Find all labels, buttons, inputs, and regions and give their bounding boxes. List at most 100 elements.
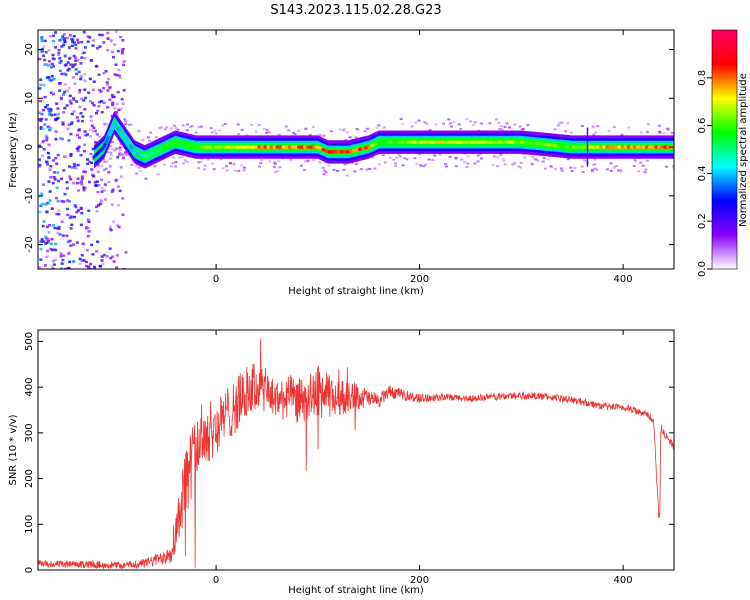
snr-frame (37, 329, 675, 571)
noise-cell (90, 243, 94, 247)
noise-cell (97, 204, 101, 207)
noise-cell (56, 227, 60, 230)
halo-cell (239, 164, 243, 167)
noise-cell (45, 225, 49, 229)
noise-cell (43, 39, 47, 43)
noise-cell (98, 88, 102, 92)
noise-cell (80, 175, 84, 178)
noise-cell (112, 260, 116, 263)
halo-cell (452, 120, 456, 123)
snr-line (38, 338, 674, 570)
noise-cell (109, 256, 113, 260)
noise-cell (38, 165, 42, 169)
spectrogram-x-tick-label: 200 (410, 274, 429, 285)
noise-cell (42, 108, 45, 112)
noise-cell (46, 103, 49, 107)
snr-panel: 0 100 200 300 400 500 0 200 400 Height of strai… (8, 329, 675, 596)
halo-cell (338, 128, 342, 131)
halo-cell (670, 131, 674, 134)
noise-cell (45, 201, 49, 205)
noise-cell (63, 106, 67, 110)
halo-cell (312, 159, 315, 162)
noise-cell (118, 146, 122, 149)
noise-cell (57, 51, 61, 55)
noise-cell (70, 166, 74, 169)
noise-cell (114, 63, 118, 66)
noise-cell (52, 78, 56, 81)
noise-cell (49, 242, 53, 245)
halo-cell (593, 158, 597, 161)
noise-cell (87, 230, 91, 233)
noise-cell (65, 234, 69, 238)
noise-cell (72, 41, 76, 44)
halo-cell (322, 169, 326, 172)
halo-cell (541, 160, 545, 163)
halo-cell (665, 165, 669, 168)
noise-cell (105, 81, 109, 84)
noise-cell (124, 251, 128, 254)
noise-cell (69, 132, 73, 136)
halo-cell (619, 168, 622, 171)
noise-cell (44, 134, 48, 138)
snr-y-tick-label: 100 (24, 515, 35, 534)
halo-cell (476, 160, 480, 163)
halo-cell (592, 167, 596, 170)
halo-cell (513, 123, 517, 126)
halo-cell (454, 165, 458, 168)
halo-cell (569, 131, 573, 134)
noise-cell (90, 124, 94, 127)
noise-cell (61, 123, 65, 126)
noise-cell (75, 210, 79, 214)
noise-cell (69, 154, 73, 157)
noise-cell (85, 248, 89, 252)
noise-cell (76, 38, 79, 42)
noise-cell (116, 224, 120, 227)
halo-cell (190, 125, 194, 128)
halo-cell (433, 154, 437, 157)
halo-cell (197, 161, 200, 164)
noise-cell (60, 137, 64, 141)
noise-cell (47, 231, 51, 234)
noise-cell (53, 263, 56, 266)
colorbar-tick-label: 0.0 (697, 261, 708, 277)
noise-cell (100, 178, 104, 182)
halo-cell (300, 164, 304, 167)
noise-cell (44, 203, 48, 206)
halo-cell (170, 127, 173, 130)
noise-cell (38, 158, 41, 161)
noise-cell (49, 109, 53, 113)
noise-cell (65, 187, 69, 190)
noise-cell (87, 267, 91, 269)
noise-cell (80, 259, 84, 262)
halo-cell (148, 139, 152, 142)
halo-cell (250, 123, 254, 126)
noise-cell (69, 244, 73, 247)
noise-cell (73, 204, 77, 207)
halo-cell (135, 172, 139, 175)
noise-cell (82, 51, 86, 54)
halo-cell (500, 128, 504, 131)
noise-cell (76, 119, 80, 123)
noise-cell (110, 50, 114, 54)
noise-cell (47, 75, 51, 79)
halo-cell (265, 128, 269, 131)
halo-cell (287, 129, 291, 132)
noise-cell (42, 240, 46, 243)
noise-cell (42, 45, 46, 48)
noise-cell (82, 99, 86, 102)
halo-cell (100, 164, 104, 167)
noise-cell (72, 35, 76, 38)
noise-cell (114, 180, 118, 183)
noise-cell (55, 196, 58, 200)
halo-cell (394, 164, 398, 167)
halo-cell (499, 153, 503, 156)
noise-cell (49, 107, 53, 111)
halo-cell (173, 124, 176, 127)
halo-cell (240, 128, 244, 131)
noise-cell (99, 264, 103, 268)
halo-cell (203, 164, 207, 167)
noise-cell (40, 238, 44, 241)
noise-cell (71, 38, 75, 42)
noise-cell (47, 49, 51, 52)
noise-cell (91, 174, 95, 177)
